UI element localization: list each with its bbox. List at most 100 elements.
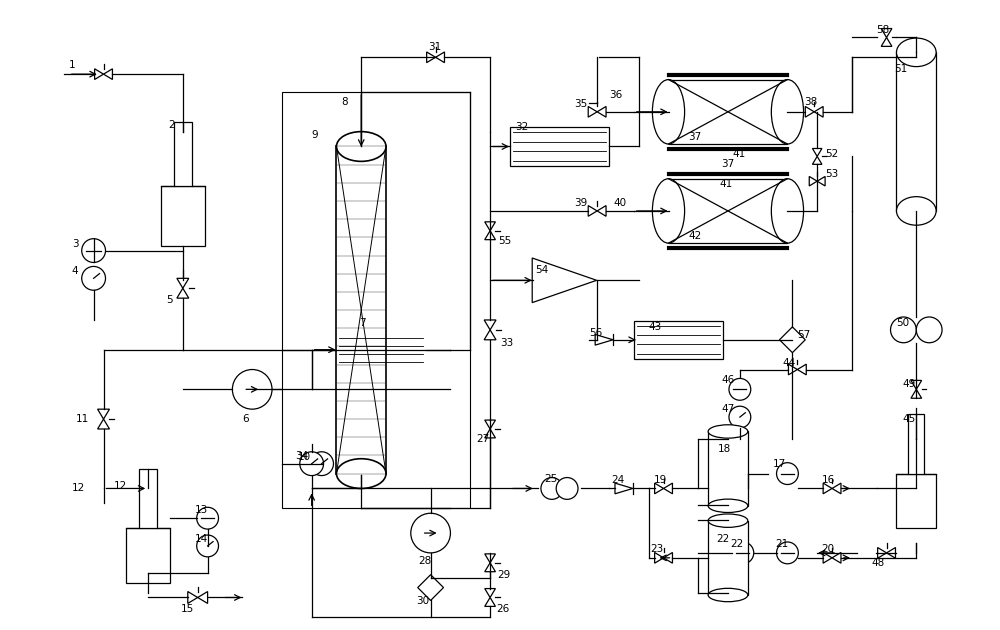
Polygon shape xyxy=(188,592,198,604)
Text: 41: 41 xyxy=(719,179,733,189)
Polygon shape xyxy=(98,409,109,419)
Polygon shape xyxy=(418,575,444,600)
Polygon shape xyxy=(485,222,495,231)
Polygon shape xyxy=(532,258,597,302)
Bar xyxy=(669,179,787,243)
Polygon shape xyxy=(485,231,495,239)
Polygon shape xyxy=(788,364,797,375)
Polygon shape xyxy=(484,330,496,340)
Polygon shape xyxy=(597,205,606,216)
Ellipse shape xyxy=(708,588,748,602)
Circle shape xyxy=(777,462,798,484)
Polygon shape xyxy=(832,483,841,494)
Circle shape xyxy=(729,406,751,428)
Text: 49: 49 xyxy=(902,379,916,389)
Polygon shape xyxy=(427,52,436,62)
Polygon shape xyxy=(485,554,495,563)
Polygon shape xyxy=(484,320,496,330)
Polygon shape xyxy=(809,176,817,186)
Polygon shape xyxy=(664,553,672,563)
Text: 42: 42 xyxy=(688,231,702,241)
Circle shape xyxy=(891,317,916,343)
Circle shape xyxy=(556,478,578,500)
Bar xyxy=(896,474,936,528)
Text: 51: 51 xyxy=(894,64,908,74)
Circle shape xyxy=(411,513,450,553)
Text: 15: 15 xyxy=(181,604,194,614)
Polygon shape xyxy=(911,381,922,389)
Text: 48: 48 xyxy=(872,558,885,568)
Text: 22: 22 xyxy=(716,534,729,544)
Text: 41: 41 xyxy=(733,149,746,159)
Bar xyxy=(896,52,936,211)
Ellipse shape xyxy=(896,197,936,225)
Bar xyxy=(708,432,748,506)
Text: 18: 18 xyxy=(718,444,731,454)
Polygon shape xyxy=(436,52,444,62)
Text: 43: 43 xyxy=(649,322,662,332)
Text: 25: 25 xyxy=(545,474,558,484)
Polygon shape xyxy=(485,420,495,429)
Polygon shape xyxy=(814,106,823,117)
Ellipse shape xyxy=(708,499,748,512)
Circle shape xyxy=(197,535,219,557)
Polygon shape xyxy=(780,327,805,353)
Text: 52: 52 xyxy=(825,149,838,159)
Polygon shape xyxy=(655,483,664,494)
Ellipse shape xyxy=(336,459,386,488)
Bar xyxy=(161,186,205,246)
Polygon shape xyxy=(805,106,814,117)
Text: 17: 17 xyxy=(773,459,786,469)
Text: 5: 5 xyxy=(166,295,173,305)
Polygon shape xyxy=(823,553,832,563)
Text: 26: 26 xyxy=(496,604,509,614)
Text: 46: 46 xyxy=(721,375,734,386)
Circle shape xyxy=(82,266,106,290)
Bar xyxy=(908,414,924,474)
Polygon shape xyxy=(95,69,104,79)
Text: 14: 14 xyxy=(195,534,208,544)
Polygon shape xyxy=(588,205,597,216)
Circle shape xyxy=(732,542,754,564)
Text: 40: 40 xyxy=(613,198,626,208)
Polygon shape xyxy=(597,106,606,117)
Text: 50: 50 xyxy=(896,318,910,328)
Text: 31: 31 xyxy=(429,42,442,52)
Circle shape xyxy=(232,370,272,409)
Text: 38: 38 xyxy=(804,97,818,107)
Circle shape xyxy=(310,452,333,476)
Polygon shape xyxy=(588,106,597,117)
Text: 37: 37 xyxy=(688,132,702,142)
Polygon shape xyxy=(104,69,112,79)
Bar xyxy=(126,528,170,583)
Polygon shape xyxy=(177,278,189,289)
Text: 22: 22 xyxy=(730,539,743,549)
Text: 24: 24 xyxy=(611,474,624,484)
Polygon shape xyxy=(177,289,189,298)
Polygon shape xyxy=(817,176,825,186)
Bar xyxy=(510,127,609,166)
Text: 1: 1 xyxy=(69,60,75,71)
Polygon shape xyxy=(812,156,822,164)
Text: 56: 56 xyxy=(589,328,602,338)
Polygon shape xyxy=(485,429,495,438)
Text: 35: 35 xyxy=(574,99,588,109)
Text: 45: 45 xyxy=(902,414,916,424)
Text: 21: 21 xyxy=(776,539,789,549)
Text: 9: 9 xyxy=(312,130,318,140)
Text: 12: 12 xyxy=(72,483,85,493)
Polygon shape xyxy=(832,553,841,563)
Bar xyxy=(336,147,386,474)
Text: 32: 32 xyxy=(515,122,528,132)
Polygon shape xyxy=(664,483,672,494)
Bar xyxy=(336,334,426,365)
Polygon shape xyxy=(485,588,495,597)
Ellipse shape xyxy=(652,79,685,144)
Ellipse shape xyxy=(652,179,685,243)
Circle shape xyxy=(197,507,219,529)
Ellipse shape xyxy=(708,425,748,438)
Bar xyxy=(282,92,470,508)
Ellipse shape xyxy=(771,79,804,144)
Bar xyxy=(634,321,723,358)
Polygon shape xyxy=(823,483,832,494)
